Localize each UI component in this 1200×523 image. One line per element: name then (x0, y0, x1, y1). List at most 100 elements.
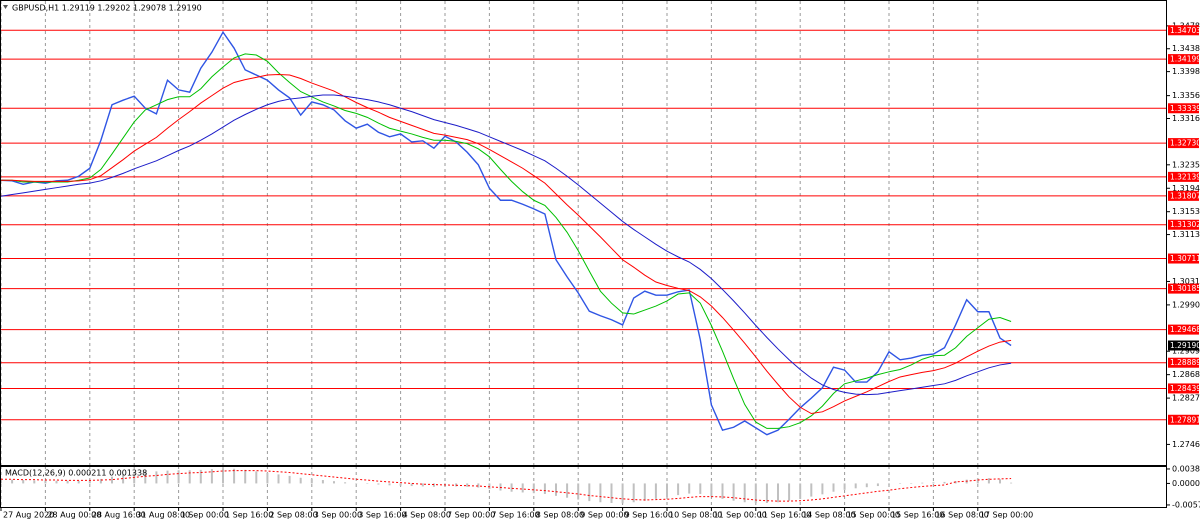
histogram-bar (299, 477, 302, 484)
level-label: 1.34703 (1170, 26, 1200, 35)
histogram-bar (910, 483, 913, 484)
y-tick-label: 1.27460 (1172, 440, 1200, 449)
level-label-box (1168, 54, 1199, 65)
y-tick-label: 1.32350 (1172, 160, 1200, 169)
histogram-bar (721, 483, 724, 499)
histogram-bar (344, 482, 347, 484)
histogram-bar (976, 478, 979, 484)
level-label: 1.34199 (1170, 55, 1200, 64)
y-tick-label: 1.34380 (1172, 44, 1200, 53)
macd-title: MACD(12,26,9) 0.000211 0.001338 (5, 469, 147, 478)
level-label-box (1168, 253, 1199, 264)
y-tick-label: 1.28270 (1172, 394, 1200, 403)
symbol-icon (3, 5, 8, 9)
histogram-bar (732, 483, 735, 501)
level-label: 1.33339 (1170, 104, 1200, 113)
histogram-bar (255, 471, 258, 484)
x-tick-label: 28 Aug 16:00 (92, 511, 146, 520)
histogram-bar (277, 474, 280, 484)
level-label: 1.27891 (1170, 415, 1200, 424)
histogram-bar (921, 482, 924, 484)
histogram-bar (765, 483, 768, 503)
histogram-bar (99, 478, 102, 484)
histogram-bar (466, 483, 469, 487)
y-tick-label: 1.28680 (1172, 370, 1200, 379)
x-tick-label: 31 Aug 08:00 (136, 511, 190, 520)
histogram-bar (488, 483, 491, 490)
histogram-bar (543, 483, 546, 494)
chart-title: GBPUSD,H1 1.29119 1.29202 1.29078 1.2919… (12, 4, 202, 13)
x-tick-label: 15 Sep 16:00 (891, 511, 944, 520)
histogram-bar (943, 481, 946, 484)
x-tick-label: 11 Sep 16:00 (758, 511, 811, 520)
histogram-bar (410, 483, 413, 487)
y-tick-label: -0.005722 (1172, 500, 1200, 509)
histogram-bar (654, 483, 657, 499)
histogram-bar (177, 470, 180, 484)
x-tick-label: 28 Aug 00:00 (47, 511, 101, 520)
last-price-label: 1.29190 (1170, 341, 1200, 350)
histogram-bar (577, 483, 580, 500)
level-label: 1.32730 (1170, 139, 1200, 148)
y-tick-label: 0.003843 (1172, 464, 1200, 473)
y-tick-label: 1.30310 (1172, 277, 1200, 286)
histogram-bar (310, 478, 313, 484)
histogram-bar (244, 469, 247, 484)
histogram-bar (854, 483, 857, 489)
histogram-bar (821, 483, 824, 495)
histogram-bar (210, 469, 213, 484)
histogram-bar (699, 483, 702, 494)
histogram-bar (477, 483, 480, 488)
histogram-bar (876, 483, 879, 487)
histogram-bar (643, 483, 646, 501)
histogram-bar (22, 480, 25, 484)
histogram-bar (55, 480, 58, 484)
histogram-bar (599, 483, 602, 503)
level-label: 1.28889 (1170, 358, 1200, 367)
level-label: 1.32139 (1170, 172, 1200, 181)
main-frame (0, 0, 1167, 466)
level-label: 1.31807 (1170, 191, 1200, 200)
histogram-bar (266, 472, 269, 484)
histogram-bar (666, 483, 668, 497)
x-tick-label: 14 Sep 08:00 (802, 511, 855, 520)
y-tick-label: 1.33560 (1172, 91, 1200, 100)
histogram-bar (754, 483, 757, 503)
histogram-bar (777, 483, 779, 503)
histogram-bar (999, 479, 1001, 484)
histogram-bar (677, 483, 680, 496)
histogram-bar (521, 483, 524, 493)
level-label: 1.30711 (1170, 254, 1200, 263)
level-label-box (1168, 383, 1199, 394)
histogram-bar (788, 483, 791, 501)
y-tick-label: 1.31530 (1172, 207, 1200, 216)
histogram-bar (832, 483, 835, 492)
x-tick-label: 9 Sep 16:00 (625, 511, 673, 520)
histogram-bar (122, 474, 125, 484)
x-tick-label: 2 Sep 08:00 (269, 511, 317, 520)
histogram-bar (77, 480, 80, 484)
level-label-box (1168, 283, 1199, 294)
x-tick-label: 7 Sep 00:00 (447, 511, 495, 520)
histogram-bar (899, 483, 902, 484)
y-tick-label: 0.000000 (1172, 479, 1200, 488)
histogram-bar (355, 483, 358, 484)
y-tick-label: 1.29900 (1172, 300, 1200, 309)
histogram-bar (555, 483, 557, 496)
x-tick-label: 1 Sep 00:00 (181, 511, 229, 520)
level-label: 1.29468 (1170, 325, 1200, 334)
histogram-bar (11, 479, 14, 484)
histogram-bar (987, 478, 990, 484)
histogram-bar (288, 475, 291, 484)
x-tick-label: 9 Sep 00:00 (580, 511, 628, 520)
level-label-box (1168, 25, 1199, 36)
histogram-bar (133, 472, 136, 484)
price-line (0, 94, 1012, 396)
x-tick-label: 17 Sep 00:00 (980, 511, 1033, 520)
histogram-bar (366, 483, 369, 484)
histogram-bar (388, 483, 391, 486)
data-layer (0, 30, 1013, 504)
histogram-bar (44, 480, 47, 484)
